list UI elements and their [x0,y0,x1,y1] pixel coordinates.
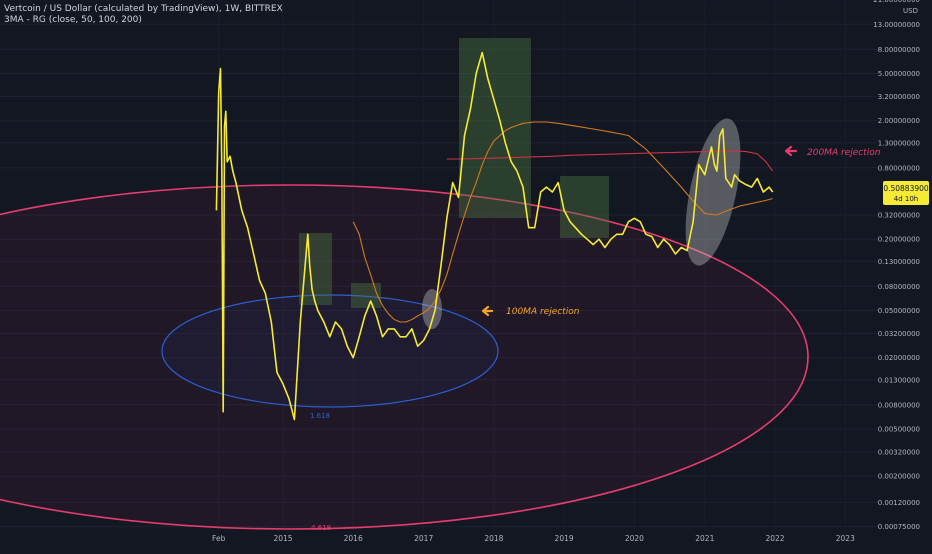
fib-label-pink: 4.618 [311,524,331,532]
y-axis-unit: USD [903,7,918,15]
highlight-box [560,176,609,238]
x-tick-label: 2016 [344,534,363,543]
annotation-200ma: 200MA rejection [784,145,881,158]
y-tick-label: 0.00200000 [878,473,920,481]
last-price-value: 0.50883900 [883,184,929,193]
x-tick-label: 2015 [273,534,292,543]
fib-ellipse-pink [0,184,809,530]
y-tick-label: 21.00000000 [873,0,920,4]
x-tick-label: 2018 [484,534,503,543]
annotation-100ma: 100MA rejection [481,305,580,317]
y-tick-label: 13.00000000 [873,21,920,29]
y-tick-label: 0.32000000 [878,212,920,220]
fib-ellipse-blue [161,294,499,408]
ma-200-line [446,150,774,172]
y-tick-label: 0.05000000 [878,307,920,315]
x-tick-label: 2022 [765,534,784,543]
y-tick-label: 0.00800000 [878,401,920,409]
y-tick-label: 5.00000000 [878,70,920,78]
series-layer [215,51,774,421]
arrow-left-icon [481,305,494,317]
y-tick-label: 0.00075000 [878,523,920,531]
annotation-200ma-text: 200MA rejection [807,148,881,158]
y-tick-label: 3.20000000 [878,93,920,101]
y-tick-label: 0.00120000 [878,499,920,507]
x-tick-label: Feb [212,534,226,543]
x-tick-label: 2020 [625,534,644,543]
highlight-box [299,233,332,305]
indicator-label: 3MA - RG (close, 50, 100, 200) [4,15,142,25]
x-tick-label: 2021 [695,534,714,543]
y-tick-label: 0.80000000 [878,164,920,172]
ma-100-line [352,121,773,323]
x-axis[interactable]: Feb 2015 2016 2017 2018 2019 2020 2021 2022 2023 [212,534,855,543]
last-price-label: 0.50883900 4d 10h [883,181,929,205]
arrow-left-icon [784,145,798,157]
y-tick-label: 0.01300000 [878,376,920,384]
annotation-100ma-text: 100MA rejection [506,307,580,317]
x-tick-label: 2017 [414,534,433,543]
chart-legend: Vertcoin / US Dollar (calculated by Trad… [4,4,283,26]
highlight-circle [685,118,741,266]
y-axis[interactable]: 21.00000000 13.00000000 8.00000000 5.000000… [873,0,920,531]
last-price-countdown: 4d 10h [894,195,918,203]
highlight-box [459,38,531,218]
y-tick-label: 0.00320000 [878,449,920,457]
highlight-box [351,283,381,308]
y-tick-label: 1.30000000 [878,139,920,147]
y-tick-label: 0.03200000 [878,330,920,338]
y-tick-label: 2.00000000 [878,117,920,125]
y-tick-label: 0.08000000 [878,283,920,291]
x-tick-label: 2019 [555,534,574,543]
y-tick-label: 8.00000000 [878,46,920,54]
chart-title: Vertcoin / US Dollar (calculated by Trad… [4,4,283,14]
y-tick-label: 0.00500000 [878,426,920,434]
y-tick-label: 0.13000000 [878,258,920,266]
price-line [215,51,774,421]
x-tick-label: 2023 [836,534,855,543]
y-tick-label: 0.20000000 [878,236,920,244]
fib-label-blue: 1.618 [310,412,330,420]
y-tick-label: 0.02000000 [878,354,920,362]
